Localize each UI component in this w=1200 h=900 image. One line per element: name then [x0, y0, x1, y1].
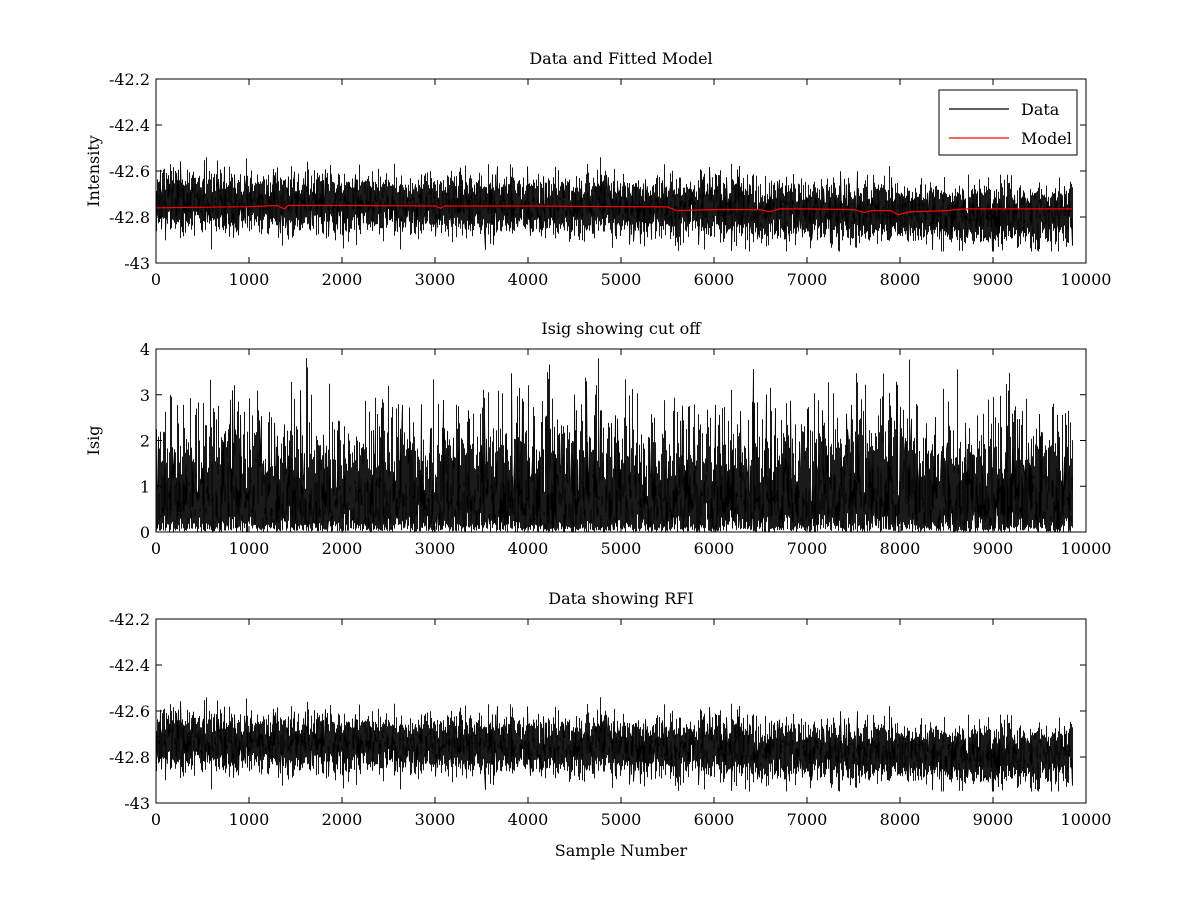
x-tick-label: 3000 — [415, 270, 456, 289]
y-axis-label: Isig — [84, 426, 103, 456]
y-tick-label: -42.2 — [109, 70, 150, 89]
y-tick-label: -42.6 — [109, 162, 150, 181]
series-line-isig — [156, 358, 1073, 532]
x-tick-label: 8000 — [880, 270, 921, 289]
y-tick-label: 3 — [140, 386, 150, 405]
x-tick-label: 10000 — [1061, 270, 1112, 289]
chart-title: Data and Fitted Model — [529, 49, 712, 68]
x-tick-label: 9000 — [973, 539, 1014, 558]
x-tick-label: 6000 — [694, 539, 735, 558]
series-group — [156, 697, 1073, 792]
x-tick-label: 1000 — [229, 270, 270, 289]
y-tick-label: 4 — [140, 340, 150, 359]
x-tick-label: 4000 — [508, 270, 549, 289]
x-tick-label: 7000 — [787, 539, 828, 558]
chart-panel-2: 0 1000 2000 3000 4000 5000 6000 7000 8000 9000 100… — [84, 319, 1111, 558]
x-tick-label: 6000 — [694, 270, 735, 289]
x-tick-label: 9000 — [973, 810, 1014, 829]
x-tick-label: 3000 — [415, 810, 456, 829]
y-tick-label: 2 — [140, 432, 150, 451]
y-tick-label: -42.8 — [109, 748, 150, 767]
x-tick-label: 2000 — [322, 539, 363, 558]
x-tick-label: 6000 — [694, 810, 735, 829]
x-tick-label: 1000 — [229, 539, 270, 558]
y-tick-label: 0 — [140, 523, 150, 542]
x-tick-label: 10000 — [1061, 539, 1112, 558]
x-axis-label: Sample Number — [555, 841, 688, 860]
y-tick-label: -43 — [124, 794, 150, 813]
x-tick-label: 1000 — [229, 810, 270, 829]
chart-panel-1: 0 1000 2000 3000 4000 5000 6000 7000 8000 9000 100… — [84, 49, 1111, 289]
x-tick-label: 7000 — [787, 810, 828, 829]
x-tick-label: 0 — [151, 539, 161, 558]
plot-area — [156, 619, 1086, 803]
plot-area — [156, 79, 1086, 263]
x-tick-label: 3000 — [415, 539, 456, 558]
x-tick-label: 5000 — [601, 810, 642, 829]
y-tick-label: -43 — [124, 254, 150, 273]
y-tick-label: -42.6 — [109, 702, 150, 721]
chart-title: Isig showing cut off — [541, 319, 702, 338]
chart-panel-3: 0 1000 2000 3000 4000 5000 6000 7000 8000 9000 100… — [109, 589, 1111, 860]
series-group — [156, 358, 1073, 532]
y-tick-label: -42.8 — [109, 208, 150, 227]
chart-title: Data showing RFI — [548, 589, 693, 608]
x-tick-label: 4000 — [508, 539, 549, 558]
series-line-data — [156, 697, 1073, 792]
x-tick-label: 0 — [151, 810, 161, 829]
x-tick-label: 5000 — [601, 270, 642, 289]
series-line-model — [156, 204, 1072, 216]
x-tick-label: 5000 — [601, 539, 642, 558]
y-tick-label: -42.4 — [109, 116, 150, 135]
legend-label-data: Data — [1021, 100, 1060, 119]
x-tick-label: 4000 — [508, 810, 549, 829]
y-axis-label: Intensity — [84, 135, 103, 207]
x-tick-label: 7000 — [787, 270, 828, 289]
y-tick-label: -42.2 — [109, 610, 150, 629]
x-tick-label: 8000 — [880, 810, 921, 829]
legend: Data Model — [938, 89, 1078, 156]
x-tick-label: 10000 — [1061, 810, 1112, 829]
x-tick-label: 0 — [151, 270, 161, 289]
y-tick-label: -42.4 — [109, 656, 150, 675]
x-tick-label: 2000 — [322, 810, 363, 829]
y-tick-label: 1 — [140, 477, 150, 496]
legend-box — [938, 89, 1078, 156]
x-tick-label: 8000 — [880, 539, 921, 558]
series-group — [156, 157, 1073, 252]
x-tick-label: 2000 — [322, 270, 363, 289]
x-tick-label: 9000 — [973, 270, 1014, 289]
legend-label-model: Model — [1021, 129, 1072, 148]
